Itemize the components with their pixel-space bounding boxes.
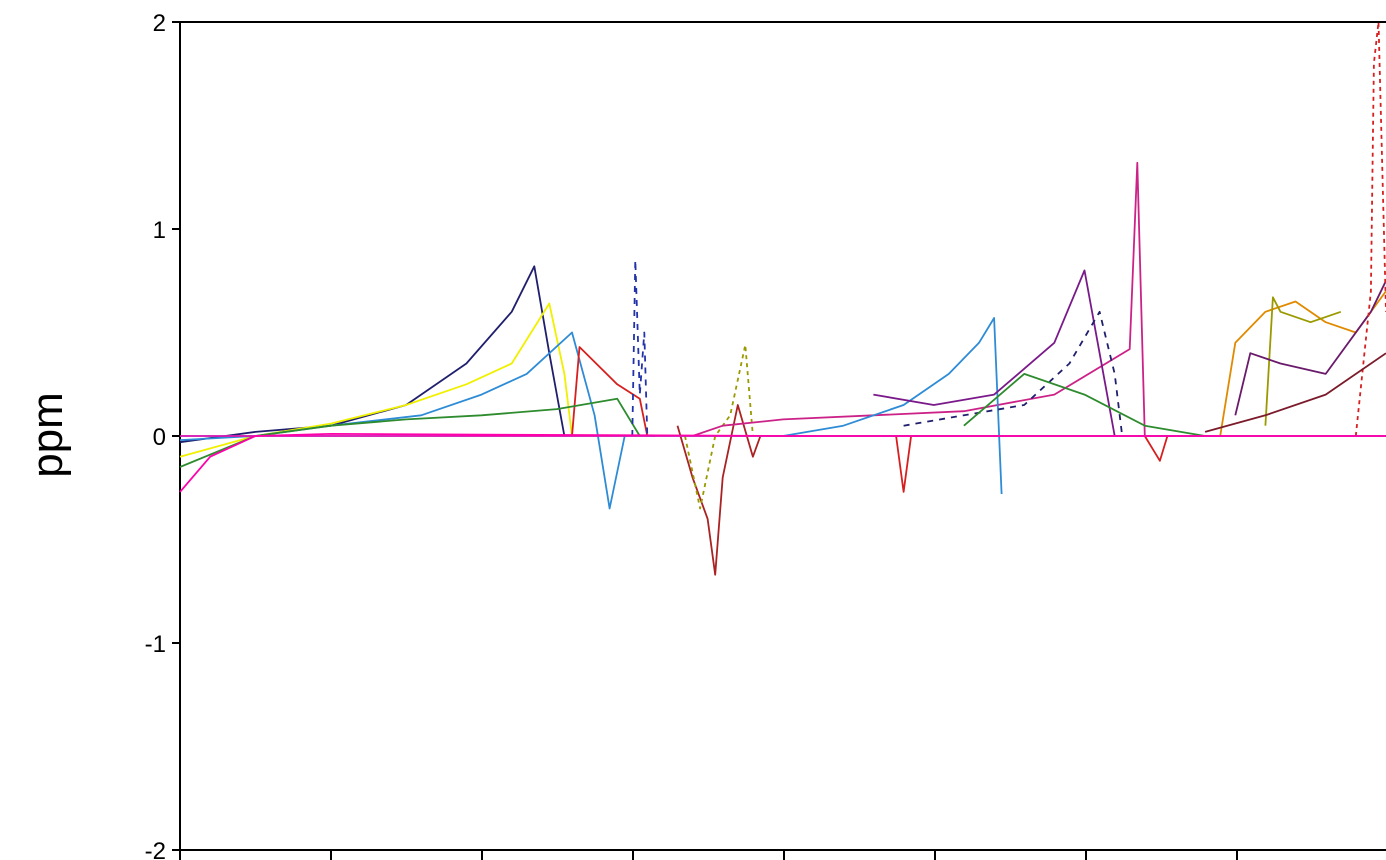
series-line — [631, 259, 655, 437]
y-tick-label: -1 — [145, 631, 166, 658]
series-line — [571, 346, 649, 437]
y-axis-title: ppm — [23, 392, 72, 478]
y-tick-label: 1 — [153, 217, 166, 244]
series-line — [1144, 435, 1175, 462]
series-line — [179, 397, 641, 468]
series-line — [895, 435, 919, 493]
axes: 2 1 0 -1 -2 — [145, 10, 1386, 860]
y-axis-title-group: ppm — [23, 392, 72, 478]
series-line — [179, 432, 1386, 493]
y-tick-label: -2 — [145, 838, 166, 860]
plot-area — [179, 21, 1386, 576]
series-line — [692, 161, 1146, 437]
series-line — [963, 372, 1206, 437]
series-line — [1264, 296, 1342, 426]
series-line — [1234, 280, 1386, 416]
y-tick-label: 0 — [153, 424, 166, 451]
series-line — [903, 310, 1124, 437]
series-line — [179, 265, 566, 444]
series-line — [1204, 352, 1386, 433]
series-line — [873, 269, 1116, 437]
series-line — [1354, 21, 1386, 437]
series-line — [1219, 290, 1386, 437]
series-line — [782, 317, 1003, 495]
y-tick-label: 2 — [153, 10, 166, 37]
